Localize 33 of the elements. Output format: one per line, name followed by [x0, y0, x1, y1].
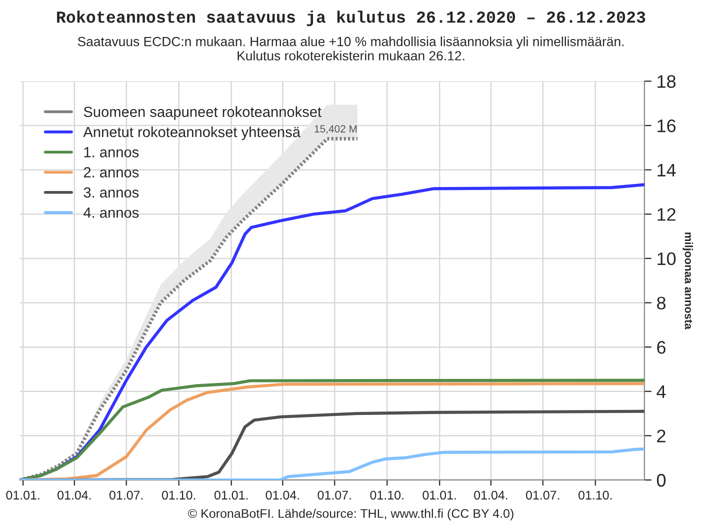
- legend-label: 3. annos: [84, 187, 139, 198]
- y-tick-label: 14: [658, 164, 676, 176]
- annotation: 15,402 M: [314, 125, 357, 134]
- x-tick-label: 01.07.: [526, 490, 560, 500]
- legend-label: Annetut rokoteannokset yhteensä: [83, 126, 300, 140]
- legend-label: 4. annos: [84, 208, 139, 218]
- x-tick-label: 01.01.: [6, 490, 40, 500]
- y-tick-label: 4: [656, 385, 666, 398]
- y-tick-label: 16: [658, 119, 676, 132]
- y-tick-label: 18: [658, 75, 676, 88]
- x-tick-label: 01.10.: [578, 490, 612, 500]
- x-tick-label: 01.10.: [370, 490, 404, 500]
- y-tick-label: 10: [658, 252, 676, 266]
- x-tick-label: 01.04.: [474, 490, 508, 500]
- x-tick-label: 01.10.: [162, 490, 196, 500]
- legend-label: Suomeen saapuneet rokoteannokset: [84, 106, 322, 120]
- chart-title: Rokoteannosten saatavuus ja kulutus 26.12.2020 – 26.12.2023: [57, 10, 646, 26]
- x-tick-label: 01.04.: [266, 490, 299, 500]
- y-tick-label: 6: [657, 340, 666, 354]
- text: © KoronaBotFI. Lähde/source: THL, www.thl.fi (CC BY 4.0): [188, 508, 514, 520]
- y-tick-label: 12: [658, 208, 676, 221]
- y-axis-title: miljoonaa annosta: [682, 232, 693, 330]
- x-tick-label: 01.04.: [58, 490, 91, 500]
- legend-label: 2. annos: [84, 167, 139, 178]
- x-tick-label: 01.07.: [318, 490, 351, 500]
- x-tick-label: 01.07.: [109, 490, 143, 500]
- chart-subtitle: Saatavuus ECDC:n mukaan. Harmaa alue +10 % mahdollisia lisäannoksia yli nimellismäärän. Kulutus rokoterekisterin mukaan 26.12.: [78, 36, 624, 60]
- x-tick-label: 01.01.: [214, 490, 248, 500]
- y-tick-label: 2: [657, 430, 666, 442]
- legend-label: 1. annos: [84, 147, 139, 158]
- x-tick-label: 01.01.: [422, 490, 456, 500]
- y-tick-label: 8: [657, 296, 666, 310]
- y-tick-label: 0: [656, 474, 666, 487]
